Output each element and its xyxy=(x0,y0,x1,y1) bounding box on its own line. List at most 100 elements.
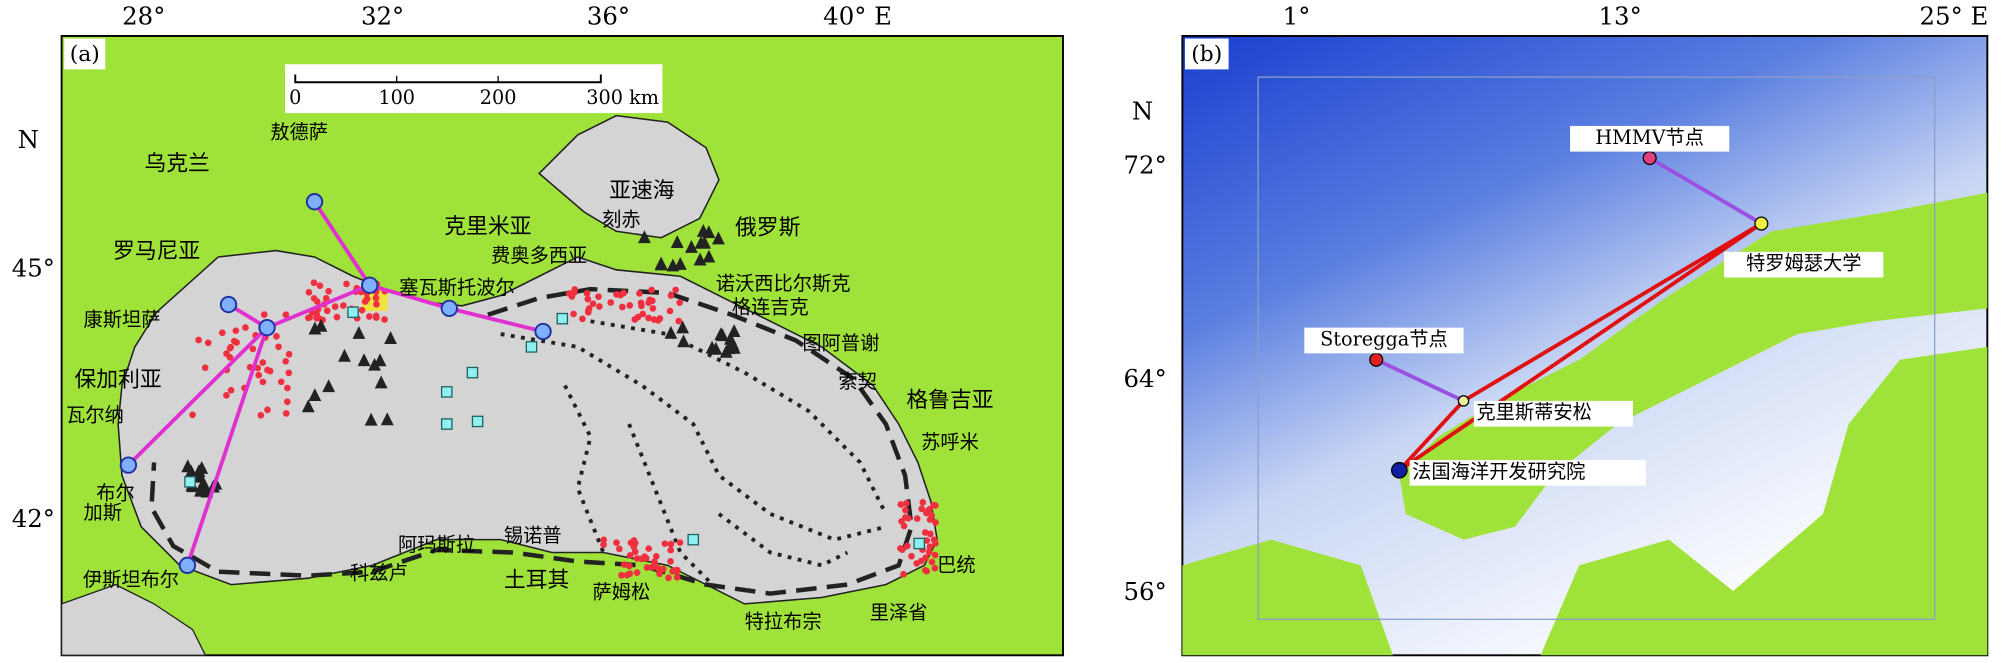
cable xyxy=(1375,358,1465,403)
panel-label: (a) xyxy=(70,42,100,67)
mud-volcano xyxy=(301,399,315,413)
seep-site xyxy=(316,282,324,290)
mud-volcano xyxy=(677,334,690,348)
node xyxy=(1369,352,1384,367)
place-label: 苏呼米 xyxy=(921,430,979,453)
seep-site xyxy=(923,567,931,575)
seep-site xyxy=(904,514,912,522)
station xyxy=(347,306,359,319)
mud-volcano xyxy=(676,320,690,334)
scale-box xyxy=(285,64,663,114)
seep-site xyxy=(649,297,656,305)
station xyxy=(184,476,196,488)
label-box xyxy=(1473,400,1633,427)
node xyxy=(440,299,458,318)
place-label: 索契 xyxy=(838,370,876,393)
cable-network xyxy=(127,200,544,566)
seep-site xyxy=(242,324,249,331)
seep-site xyxy=(285,369,293,377)
place-label: 格连吉克 xyxy=(732,295,809,318)
seep-site xyxy=(661,540,669,548)
label-box xyxy=(1304,327,1464,354)
seep-site xyxy=(652,553,660,560)
mud-volcano xyxy=(638,230,651,244)
seep-site xyxy=(227,386,235,394)
seep-site xyxy=(636,290,643,297)
seep-site xyxy=(666,307,674,315)
seep-site xyxy=(620,289,627,297)
seep-site xyxy=(932,502,939,509)
mud-volcano xyxy=(380,412,394,426)
mud-volcano xyxy=(357,353,371,367)
lat-label: N xyxy=(1132,97,1153,126)
station xyxy=(913,537,925,550)
seep-site xyxy=(623,571,631,579)
place-label: 法国海洋开发研究院 xyxy=(1412,460,1585,483)
lon-label: 32° xyxy=(361,1,404,30)
seep-site xyxy=(613,291,620,298)
seep-site xyxy=(331,303,339,310)
place-label: 巴统 xyxy=(937,554,975,577)
seep-site xyxy=(676,539,684,546)
lat-label: 72° xyxy=(1124,151,1167,180)
seep-site xyxy=(600,541,607,549)
seep-site xyxy=(633,569,641,576)
place-label: 敖德萨 xyxy=(270,121,328,144)
seep-site xyxy=(902,500,910,507)
seep-site xyxy=(310,279,318,287)
mud-volcano xyxy=(338,348,351,362)
mud-volcano xyxy=(724,331,737,345)
land xyxy=(1399,192,1988,540)
seep-site xyxy=(204,339,212,347)
seep-site xyxy=(273,333,280,340)
seep-site xyxy=(641,553,649,561)
seep-site xyxy=(372,312,380,320)
mud-volcano xyxy=(654,257,668,271)
place-label: 伊斯坦布尔 xyxy=(83,568,179,591)
label-box xyxy=(1724,251,1884,278)
seep-site xyxy=(902,506,909,514)
seep-site xyxy=(931,564,939,572)
label-box xyxy=(1570,125,1730,152)
mud-volcano xyxy=(670,235,684,248)
seep-site xyxy=(381,316,388,323)
cable xyxy=(127,326,269,467)
inner-frame xyxy=(1257,76,1936,620)
station xyxy=(466,366,479,379)
cable xyxy=(312,200,372,287)
mud-volcano xyxy=(716,328,729,342)
boundary xyxy=(149,286,914,596)
seep-site xyxy=(306,314,314,321)
seep-site xyxy=(363,295,371,303)
place-label: 锡诺普 xyxy=(504,524,562,547)
seep-site xyxy=(931,551,939,559)
node xyxy=(1457,395,1470,407)
place-label: 特拉布宗 xyxy=(745,610,822,633)
seep-site xyxy=(643,564,651,571)
seep-site xyxy=(626,551,634,559)
zone-line xyxy=(717,512,849,568)
seep-site xyxy=(918,505,926,513)
seep-site xyxy=(927,530,934,538)
place-label: 布尔 xyxy=(96,482,134,505)
seep-site xyxy=(654,317,662,324)
scale-label: 100 xyxy=(378,86,415,109)
zone-line xyxy=(563,384,606,554)
node xyxy=(119,456,138,474)
seep-site xyxy=(223,391,230,399)
place-label: 科兹卢 xyxy=(350,561,408,584)
mud-volcano xyxy=(195,461,209,474)
seep-site xyxy=(667,540,675,548)
mud-volcano xyxy=(711,231,725,245)
mud-volcano xyxy=(352,326,366,339)
seep-site xyxy=(305,288,313,296)
seep-site xyxy=(898,546,906,553)
seep-site xyxy=(607,299,615,306)
seep-site xyxy=(284,384,291,392)
scale-label: 300 km xyxy=(586,86,659,109)
cable xyxy=(1398,221,1763,472)
seep-site xyxy=(630,543,638,551)
station xyxy=(471,415,484,428)
seep-site xyxy=(600,536,608,544)
